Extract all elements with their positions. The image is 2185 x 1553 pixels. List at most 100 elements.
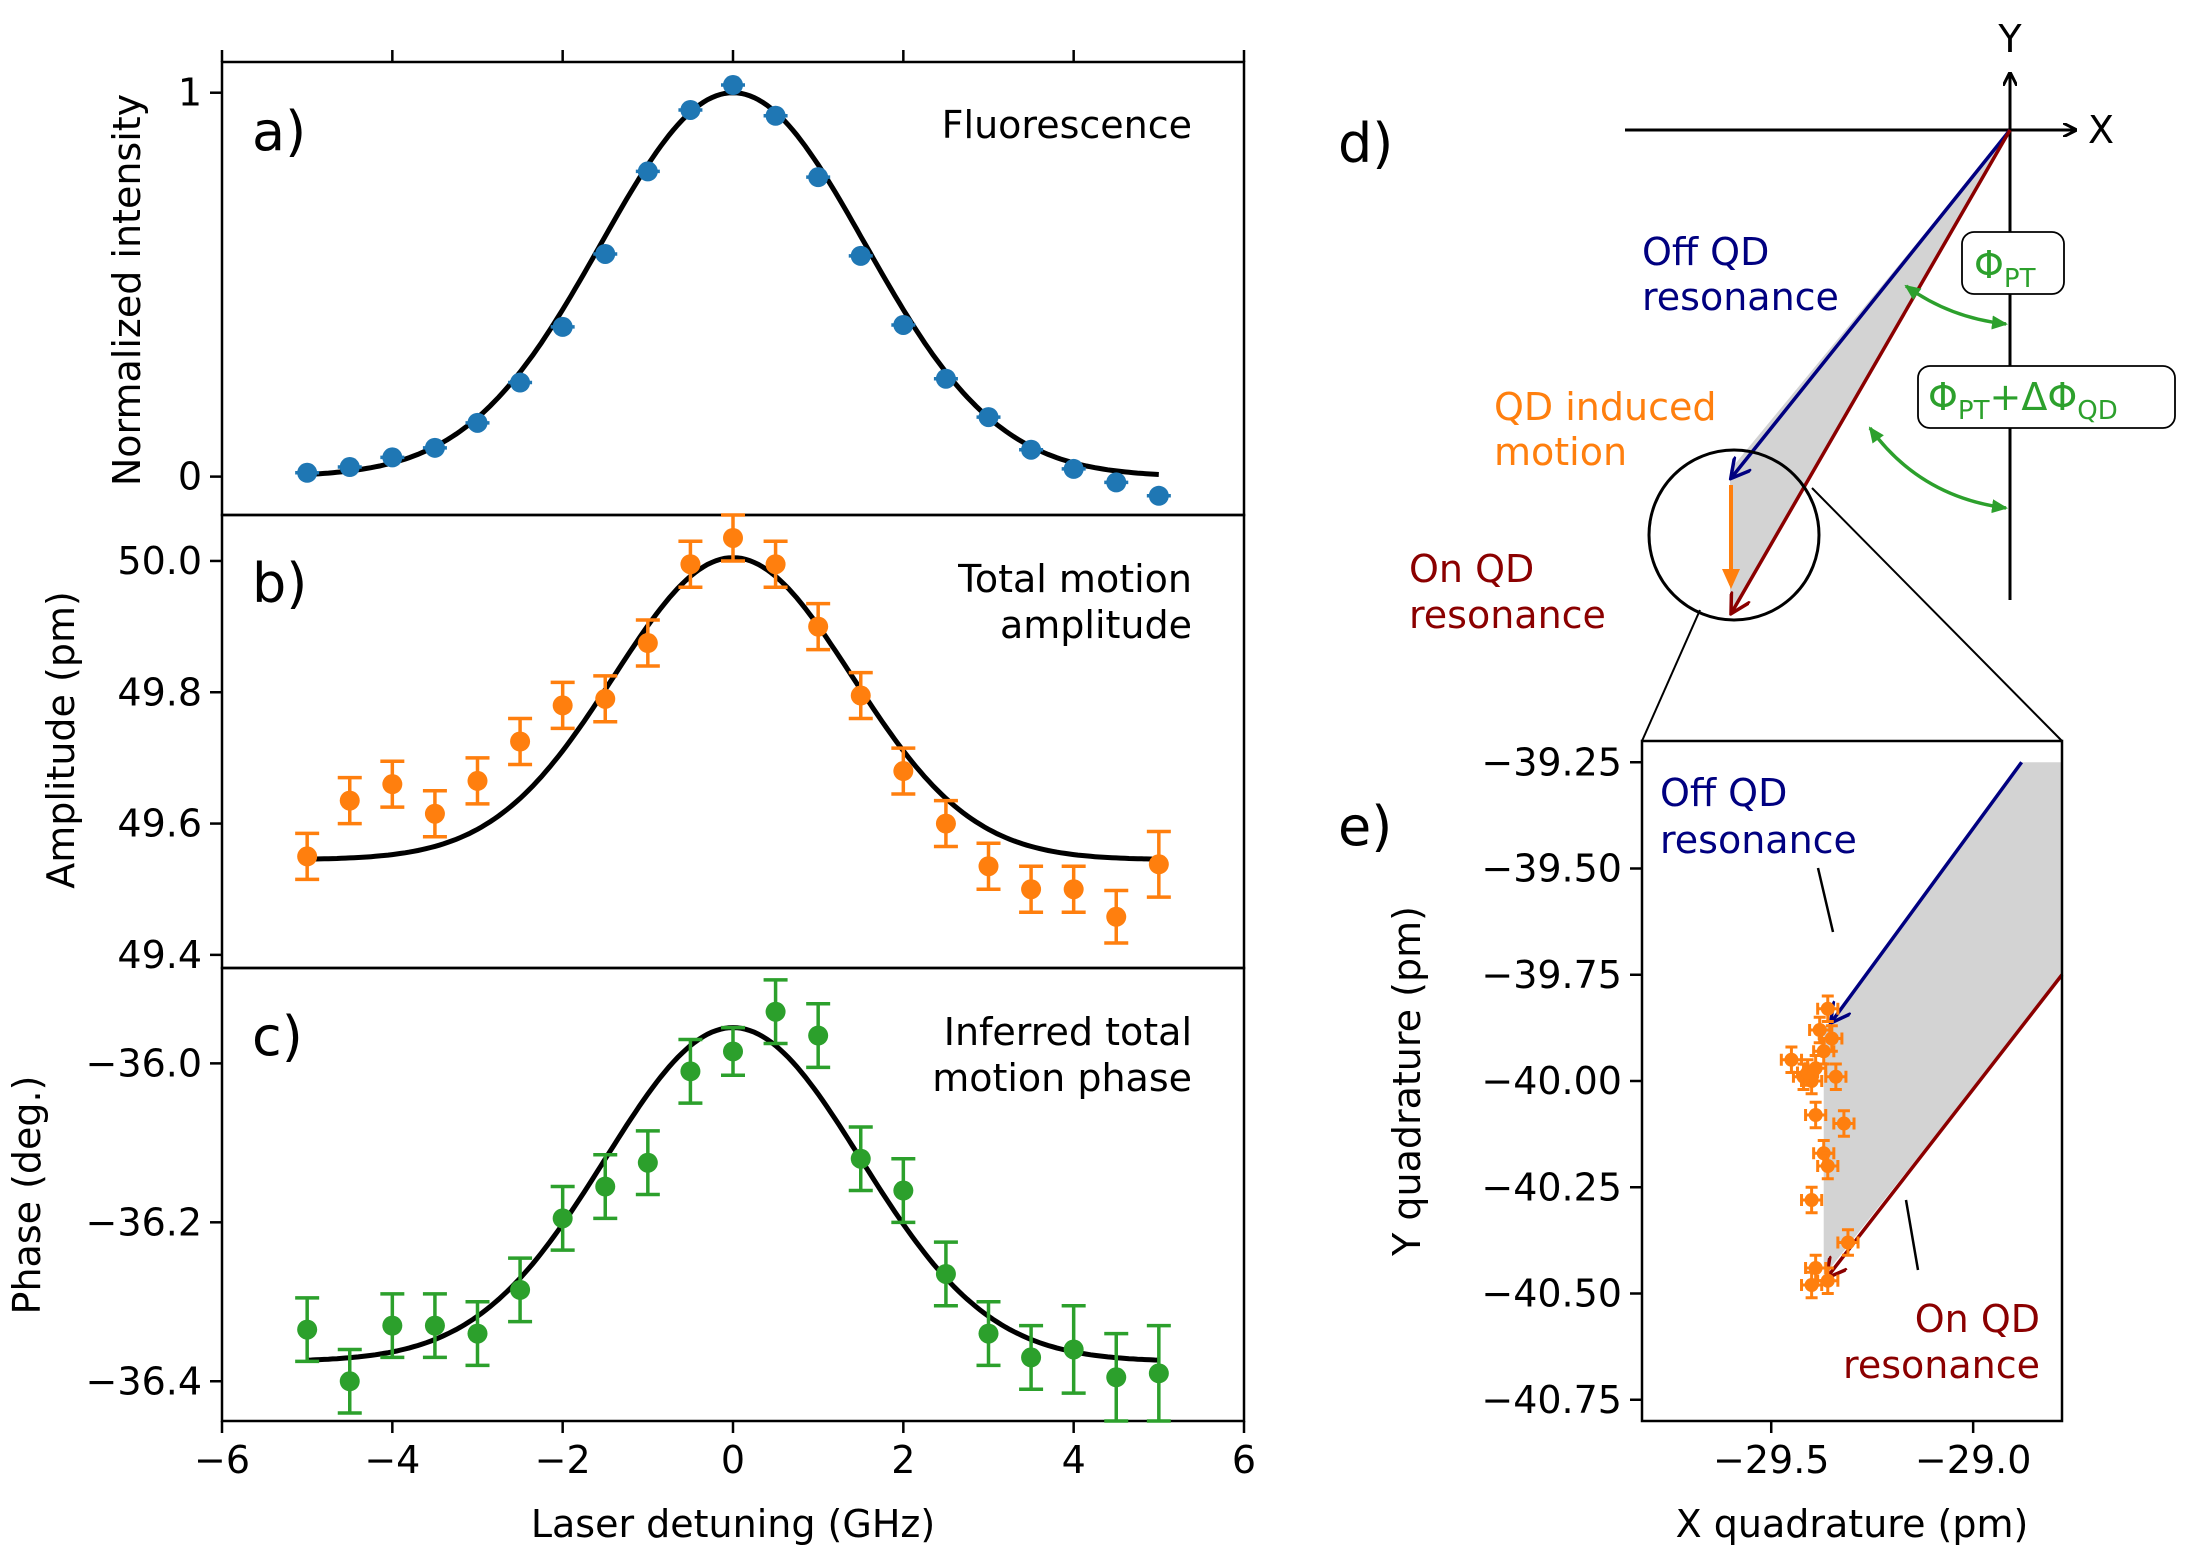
panel-e-xtick-label: −29.5 xyxy=(1713,1438,1829,1482)
panel-a-data-point xyxy=(1019,439,1044,460)
panel-b-data-point xyxy=(1019,864,1044,914)
marker xyxy=(723,527,743,548)
marker xyxy=(339,1371,360,1392)
panel-c-data-point xyxy=(1019,1323,1044,1391)
marker xyxy=(1021,879,1042,900)
panel-d-phi-pt-arc xyxy=(1904,284,2008,330)
marker xyxy=(297,462,318,483)
panel-c-xtick-label: 4 xyxy=(1062,1438,1086,1482)
marker xyxy=(637,1152,658,1173)
panel-e-data-point xyxy=(1779,1045,1804,1074)
panel-e-xlabel: X quadrature (pm) xyxy=(1676,1502,2029,1546)
marker xyxy=(935,813,956,834)
panel-a-data-point xyxy=(380,447,405,468)
marker xyxy=(637,161,658,182)
marker xyxy=(510,372,531,393)
marker xyxy=(424,1315,445,1336)
marker xyxy=(637,633,658,654)
panel-c-ytick-label: −36.0 xyxy=(86,1041,202,1085)
panel-e-data-point xyxy=(1832,1109,1856,1138)
panel-a-data-point xyxy=(806,167,831,188)
panel-b-letter: b) xyxy=(252,552,307,615)
marker xyxy=(595,243,616,264)
panel-c-data-point xyxy=(550,1184,575,1252)
marker xyxy=(1808,1061,1823,1076)
panel-b-data-point xyxy=(295,831,320,882)
panel-c-xtick-label: 6 xyxy=(1232,1438,1256,1482)
panel-e-ytick-label: −40.50 xyxy=(1481,1272,1622,1316)
marker xyxy=(1021,439,1042,460)
panel-b-data-point xyxy=(1146,829,1171,899)
panel-e-letter: e) xyxy=(1338,795,1392,858)
panel-d-off-label-line2: resonance xyxy=(1642,275,1839,319)
panel-c-data-point xyxy=(508,1256,533,1324)
panel-c-xlabel: Laser detuning (GHz) xyxy=(531,1502,935,1546)
panel-e-off-resonance-vector xyxy=(1832,761,2024,1021)
marker xyxy=(808,616,829,637)
panel-a-data-point xyxy=(678,99,703,120)
panel-d-off-resonance-vector xyxy=(1732,128,2012,477)
marker xyxy=(680,1061,701,1082)
marker xyxy=(723,75,743,96)
marker xyxy=(1804,1278,1819,1292)
panel-e-off-pointer xyxy=(1816,867,1835,933)
panel-d-schematic: X Y ΦPT ΦPT+ΔΦQD d) Off QD resonance QD … xyxy=(1338,17,2176,742)
panel-c-xtick-label: −4 xyxy=(364,1438,420,1482)
panel-c-data-point xyxy=(1104,1331,1129,1423)
marker xyxy=(1804,1193,1819,1207)
panel-d-qd-label-line1: QD induced xyxy=(1494,385,1717,429)
panel-b-amplitude: 49.4 49.6 49.8 50.0 b) Total motion amplitu… xyxy=(39,513,1246,977)
marker xyxy=(1840,1235,1855,1250)
panel-e-data-point xyxy=(1824,1062,1848,1091)
panel-b-data-point xyxy=(891,746,916,796)
marker xyxy=(935,1263,956,1284)
panel-b-data-point xyxy=(465,756,490,806)
marker xyxy=(1808,1108,1823,1122)
panel-a-data-point xyxy=(422,437,447,458)
panel-c-phase: −36.4 −36.2 −36.0 −6 −4 −2 0 2 4 6 c) Inferred to… xyxy=(5,966,1256,1546)
marker xyxy=(1824,1031,1839,1046)
marker xyxy=(510,731,531,752)
panel-a-data-point xyxy=(933,368,958,389)
panel-e-on-resonance-vector xyxy=(1828,973,2064,1277)
marker xyxy=(1820,1159,1835,1173)
panel-b-data-point xyxy=(550,680,575,731)
panel-c-data-point xyxy=(337,1347,362,1415)
marker xyxy=(1063,879,1084,900)
panel-d-phi-total-label: ΦPT+ΔΦQD xyxy=(1928,375,2118,426)
panel-a-data-point xyxy=(891,314,916,335)
panel-e-data-point xyxy=(1816,994,1840,1023)
panel-e-data-point xyxy=(1804,1054,1828,1083)
panel-d-on-resonance-vector xyxy=(1732,129,2012,612)
panel-e-ytick-label: −40.25 xyxy=(1481,1165,1622,1209)
marker xyxy=(978,1323,999,1344)
panel-c-ylabel: Phase (deg.) xyxy=(5,1076,49,1315)
marker xyxy=(935,368,956,389)
panel-b-data-point xyxy=(593,674,618,724)
panel-a-fit-curve xyxy=(307,90,1159,477)
panel-c-data-point xyxy=(763,978,788,1046)
panel-e-xtick-label: −29.0 xyxy=(1915,1438,2031,1482)
panel-e-ytick-label: −39.25 xyxy=(1481,740,1622,784)
marker xyxy=(1148,854,1169,875)
marker xyxy=(893,1180,914,1201)
marker xyxy=(1828,1069,1843,1084)
panel-b-ytick-label: 49.4 xyxy=(117,933,202,977)
panel-c-ytick-label: −36.2 xyxy=(86,1200,202,1244)
marker xyxy=(552,695,573,716)
marker xyxy=(893,761,914,782)
panel-e-ytick-label: −40.75 xyxy=(1481,1378,1622,1422)
panel-c-data-point xyxy=(1146,1323,1171,1423)
marker xyxy=(424,803,445,824)
marker xyxy=(552,1208,573,1229)
panel-c-data-point xyxy=(422,1292,447,1360)
panel-a-ytick-label: 1 xyxy=(178,71,202,115)
panel-b-data-point xyxy=(380,759,405,809)
marker xyxy=(424,437,445,458)
panel-a-fluorescence: 0 1 a) Fluorescence Normalized intensity xyxy=(105,50,1246,517)
panel-e-ytick-label: −40.00 xyxy=(1481,1059,1622,1103)
panel-c-title-line1: Inferred total xyxy=(944,1010,1192,1054)
panel-e-on-label-line2: resonance xyxy=(1843,1343,2040,1387)
panel-a-ylabel: Normalized intensity xyxy=(105,94,149,486)
marker xyxy=(1021,1347,1042,1368)
